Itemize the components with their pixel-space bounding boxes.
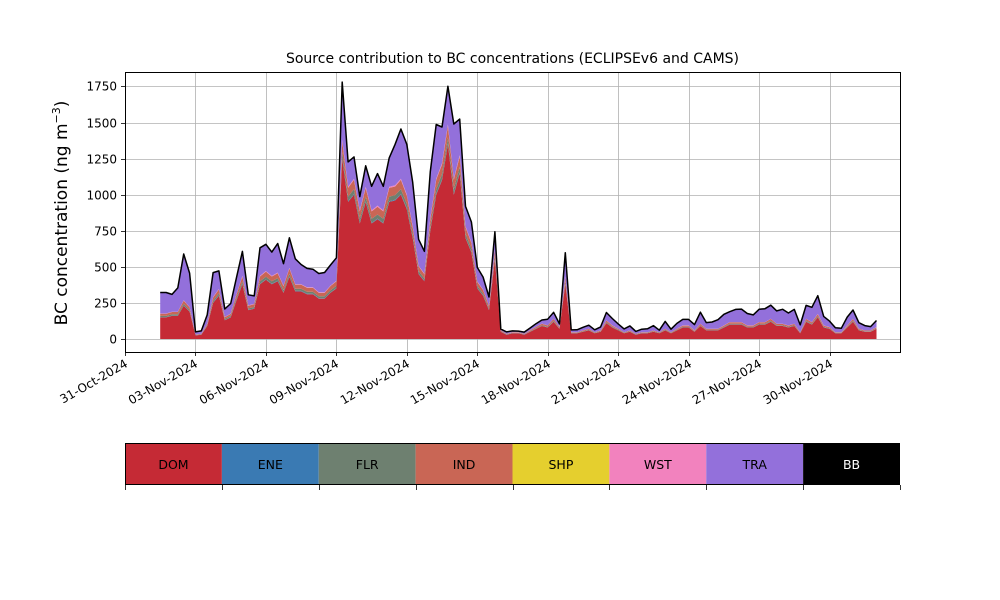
x-tick-label: 03-Nov-2024: [126, 356, 200, 407]
legend-label-dom: DOM: [158, 457, 188, 472]
x-axis: 31-Oct-202403-Nov-202406-Nov-202409-Nov-…: [58, 352, 835, 407]
legend-swatch-bb: [803, 443, 900, 485]
y-tick-label: 250: [94, 297, 117, 311]
y-axis-label-superscript: −3: [50, 107, 63, 123]
x-tick-label: 24-Nov-2024: [620, 356, 694, 407]
legend-label-tra: TRA: [742, 457, 768, 472]
legend-label-ene: ENE: [258, 457, 283, 472]
y-axis-label-close: ): [52, 101, 72, 108]
x-tick-label: 06-Nov-2024: [197, 356, 271, 407]
y-axis: 0 250 500 750 1000 1250 1500 1750: [86, 80, 125, 347]
chart-title: Source contribution to BC concentrations…: [286, 51, 739, 67]
legend-label-shp: SHP: [549, 457, 574, 472]
x-tick-label: 30-Nov-2024: [761, 356, 835, 407]
legend-swatch-dom: [125, 443, 222, 485]
legend-swatch-shp: [512, 443, 610, 485]
legend-label-flr: FLR: [356, 457, 379, 472]
legend-swatch-flr: [318, 443, 416, 485]
x-tick-label: 21-Nov-2024: [549, 356, 623, 407]
y-tick-label: 1250: [86, 153, 117, 167]
legend-label-wst: WST: [644, 457, 672, 472]
legend-swatch-wst: [609, 443, 707, 485]
area-dom: [160, 144, 877, 339]
y-tick-label: 500: [94, 261, 117, 275]
stacked-areas: [160, 82, 877, 339]
total-line: [160, 81, 878, 333]
legend-swatch-tra: [706, 443, 804, 485]
x-tick-label: 09-Nov-2024: [267, 356, 341, 407]
x-tick-label: 31-Oct-2024: [58, 356, 130, 406]
x-tick-label: 15-Nov-2024: [408, 356, 482, 407]
legend-swatch-ene: [221, 443, 319, 485]
y-axis-label: BC concentration (ng m−3): [50, 101, 72, 326]
y-tick-label: 1000: [86, 189, 117, 203]
y-tick-label: 0: [109, 333, 117, 347]
x-tick-label: 18-Nov-2024: [479, 356, 553, 407]
y-tick-label: 1750: [86, 80, 117, 94]
y-tick-label: 1500: [86, 117, 117, 131]
legend: DOM ENE FLR IND SHP WST TRA BB: [125, 443, 901, 490]
total-line-path: [160, 81, 878, 333]
plot-frame: [125, 72, 901, 353]
legend-frame: [125, 443, 900, 485]
area-tra: [160, 82, 877, 335]
legend-label-ind: IND: [453, 457, 476, 472]
y-axis-label-main: BC concentration (ng m: [52, 123, 72, 325]
x-tick-label: 12-Nov-2024: [338, 356, 412, 407]
y-tick-label: 750: [94, 225, 117, 239]
legend-swatch-ind: [415, 443, 513, 485]
legend-label-bb: BB: [843, 457, 860, 472]
x-tick-label: 27-Nov-2024: [690, 356, 764, 407]
